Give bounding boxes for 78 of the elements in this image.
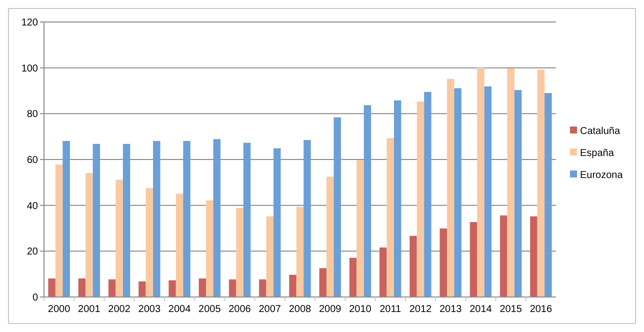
x-tick-label: 2012 [409, 304, 432, 315]
x-tick-label: 2015 [500, 304, 522, 315]
x-tick-label: 2008 [288, 304, 312, 315]
bar [296, 206, 304, 297]
bar [183, 140, 190, 297]
y-tick-label: 80 [26, 109, 38, 120]
bar [500, 215, 508, 297]
bar [138, 281, 146, 297]
bar [176, 194, 184, 297]
bar [78, 278, 86, 297]
x-tick-label: 2000 [48, 304, 71, 315]
bar [259, 279, 266, 297]
bar [122, 144, 130, 297]
bar [544, 93, 552, 297]
legend-label: España [580, 148, 614, 159]
bar [424, 92, 432, 297]
x-tick-label: 2013 [439, 304, 462, 315]
bar [266, 216, 274, 297]
x-tick-label: 2001 [78, 304, 101, 315]
y-tick-label: 20 [26, 246, 38, 258]
bar [108, 279, 116, 297]
bar [168, 280, 176, 297]
bar [386, 138, 394, 297]
x-tick-label: 2009 [318, 304, 342, 315]
bar [86, 173, 93, 297]
bar [364, 105, 372, 297]
bar [116, 180, 123, 297]
x-tick-label: 2007 [258, 304, 282, 315]
bar [454, 88, 462, 297]
y-tick-label: 100 [21, 63, 38, 74]
bar [537, 70, 545, 297]
x-tick-label: 2002 [108, 304, 131, 315]
bar [380, 248, 387, 297]
x-tick-label: 2010 [349, 304, 372, 315]
bar [228, 279, 236, 297]
bar [289, 274, 296, 297]
bar [146, 188, 154, 297]
x-tick-label: 2011 [380, 304, 402, 315]
bar [416, 102, 424, 297]
bar [349, 258, 357, 297]
y-tick-label: 120 [21, 18, 38, 28]
bar [410, 236, 417, 297]
bar [198, 278, 206, 297]
bar [446, 78, 454, 297]
legend-label: Eurozona [580, 170, 624, 181]
bar [55, 164, 63, 297]
y-tick-label: 0 [32, 292, 38, 304]
bar [514, 90, 522, 297]
bar [326, 176, 334, 297]
x-tick-label: 2005 [198, 304, 222, 315]
x-tick-label: 2004 [168, 304, 192, 315]
bar [334, 117, 341, 297]
bar [319, 268, 327, 297]
bar [304, 140, 311, 297]
bar [48, 278, 56, 297]
bar [92, 144, 100, 297]
bar [507, 68, 514, 297]
bar [530, 216, 538, 297]
legend-label: Cataluña [580, 126, 620, 137]
bar [484, 86, 492, 297]
x-tick-label: 2016 [530, 304, 552, 315]
bar [153, 140, 160, 297]
bar [236, 208, 244, 297]
y-tick-label: 60 [26, 155, 38, 166]
bar [243, 142, 251, 297]
x-tick-label: 2006 [228, 304, 252, 315]
bar [206, 200, 214, 297]
x-tick-label: 2003 [138, 304, 161, 315]
bar [356, 160, 364, 297]
bar [440, 228, 447, 297]
bar [394, 100, 402, 297]
x-tick-label: 2014 [470, 304, 492, 315]
bar [470, 222, 478, 297]
y-tick-label: 40 [26, 200, 38, 212]
bar [273, 148, 281, 297]
bar [62, 140, 70, 297]
bar [213, 139, 220, 297]
bar [477, 68, 484, 297]
